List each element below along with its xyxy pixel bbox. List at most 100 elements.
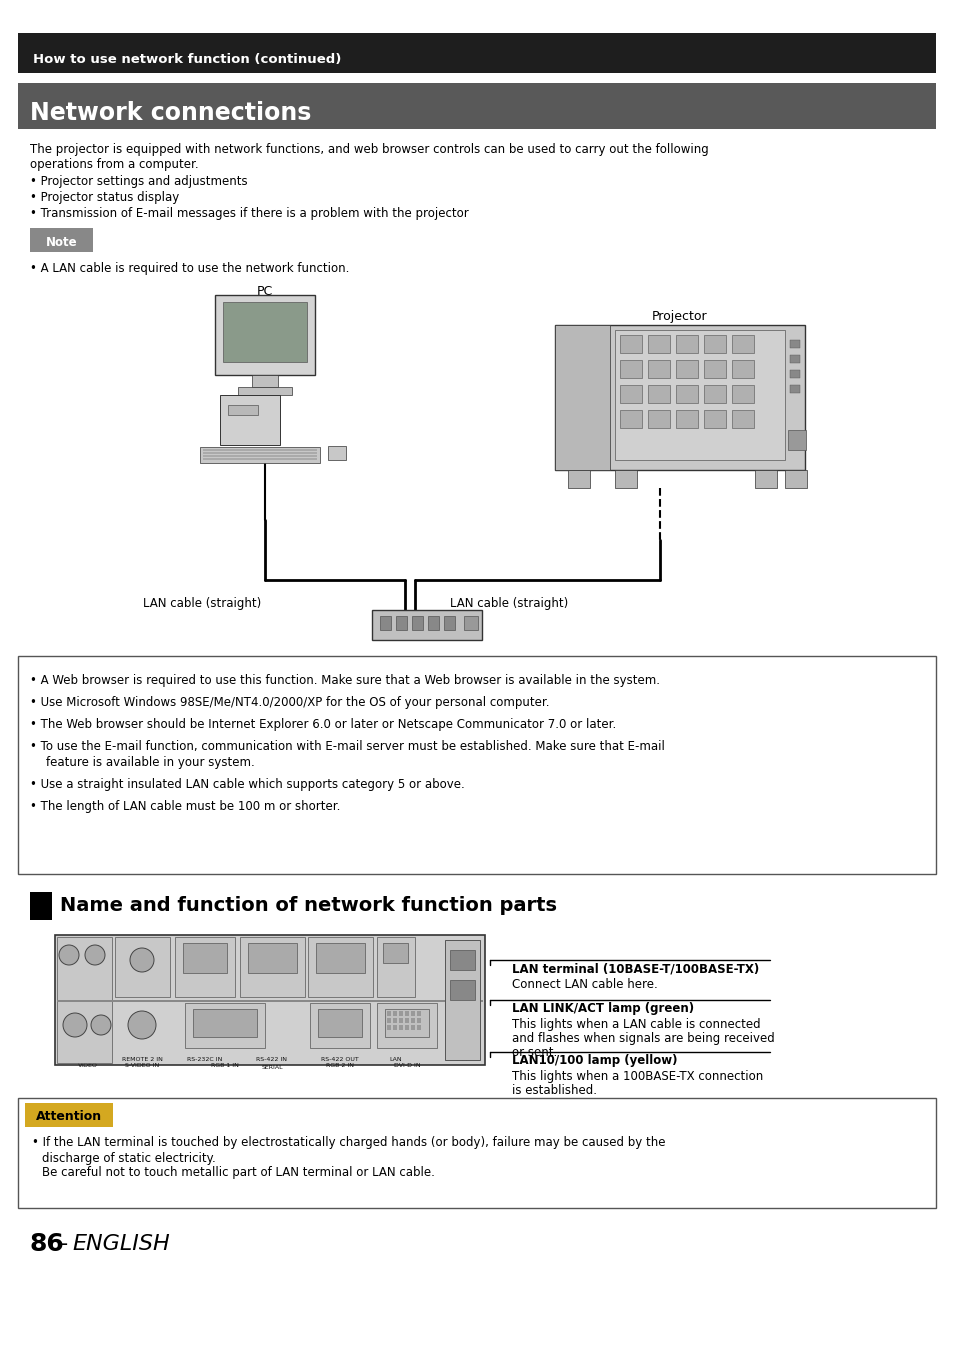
- Bar: [789, 340, 800, 348]
- Bar: [676, 335, 698, 352]
- Text: This lights when a LAN cable is connected: This lights when a LAN cable is connecte…: [512, 1018, 760, 1031]
- Text: or sent.: or sent.: [512, 1046, 557, 1058]
- Text: –: –: [57, 1234, 75, 1254]
- Bar: [619, 360, 641, 378]
- Bar: [754, 470, 776, 487]
- Bar: [240, 937, 305, 998]
- Text: SERIAL: SERIAL: [261, 1065, 282, 1071]
- Text: is established.: is established.: [512, 1084, 597, 1098]
- Bar: [398, 1025, 402, 1030]
- Bar: [703, 385, 725, 404]
- Bar: [463, 616, 477, 630]
- Bar: [731, 385, 753, 404]
- Text: • A Web browser is required to use this function. Make sure that a Web browser i: • A Web browser is required to use this …: [30, 674, 659, 687]
- Text: operations from a computer.: operations from a computer.: [30, 158, 198, 171]
- Bar: [411, 1018, 415, 1023]
- Bar: [411, 1011, 415, 1017]
- Bar: [619, 385, 641, 404]
- Bar: [248, 944, 296, 973]
- Bar: [676, 385, 698, 404]
- Text: S-VIDEO IN: S-VIDEO IN: [125, 1062, 159, 1068]
- Bar: [203, 455, 316, 458]
- Bar: [731, 410, 753, 428]
- Circle shape: [85, 945, 105, 965]
- Text: • The length of LAN cable must be 100 m or shorter.: • The length of LAN cable must be 100 m …: [30, 801, 340, 813]
- Bar: [252, 375, 277, 387]
- Text: LAN cable (straight): LAN cable (straight): [450, 597, 568, 610]
- Bar: [183, 944, 227, 973]
- Bar: [220, 396, 280, 446]
- Bar: [789, 355, 800, 363]
- Bar: [443, 616, 455, 630]
- Text: Note: Note: [46, 236, 78, 250]
- Bar: [444, 940, 479, 1060]
- Bar: [387, 1025, 391, 1030]
- Bar: [372, 610, 481, 640]
- Text: IN: IN: [66, 967, 72, 972]
- Text: • A LAN cable is required to use the network function.: • A LAN cable is required to use the net…: [30, 262, 349, 275]
- Circle shape: [91, 1015, 111, 1035]
- Text: • Projector status display: • Projector status display: [30, 190, 179, 204]
- Text: LAN terminal (10BASE-T/100BASE-TX): LAN terminal (10BASE-T/100BASE-TX): [512, 963, 759, 975]
- Bar: [416, 1025, 420, 1030]
- Text: LAN: LAN: [389, 1057, 402, 1062]
- Text: VD: VD: [240, 1030, 247, 1035]
- Text: G/Y: G/Y: [234, 1012, 243, 1018]
- Bar: [376, 1003, 436, 1048]
- Bar: [203, 452, 316, 454]
- Text: RGB 1 IN: RGB 1 IN: [211, 1062, 238, 1068]
- Bar: [787, 431, 805, 450]
- Bar: [416, 1018, 420, 1023]
- Bar: [647, 385, 669, 404]
- Bar: [30, 892, 52, 919]
- Text: 86: 86: [30, 1233, 65, 1256]
- Bar: [647, 410, 669, 428]
- Text: RS-422 IN: RS-422 IN: [256, 1057, 287, 1062]
- Bar: [619, 335, 641, 352]
- Text: RGB 2 IN: RGB 2 IN: [326, 1062, 354, 1068]
- Text: • Projector settings and adjustments: • Projector settings and adjustments: [30, 176, 248, 188]
- Bar: [789, 385, 800, 393]
- Bar: [30, 228, 92, 252]
- Bar: [18, 32, 935, 73]
- Bar: [174, 937, 234, 998]
- Bar: [200, 447, 319, 463]
- Bar: [647, 335, 669, 352]
- Bar: [703, 360, 725, 378]
- Bar: [214, 296, 314, 375]
- Text: Name and function of network function parts: Name and function of network function pa…: [60, 896, 557, 915]
- Text: feature is available in your system.: feature is available in your system.: [46, 756, 254, 770]
- Text: B/Pb: B/Pb: [247, 1012, 257, 1018]
- Bar: [703, 335, 725, 352]
- Bar: [203, 458, 316, 460]
- Bar: [387, 1018, 391, 1023]
- Bar: [185, 1003, 265, 1048]
- Bar: [731, 335, 753, 352]
- Text: and flashes when signals are being received: and flashes when signals are being recei…: [512, 1031, 774, 1045]
- Text: This lights when a 100BASE-TX connection: This lights when a 100BASE-TX connection: [512, 1071, 762, 1083]
- Text: OUT: OUT: [95, 1041, 107, 1046]
- Text: LAN cable (straight): LAN cable (straight): [143, 597, 261, 610]
- Text: • If the LAN terminal is touched by electrostatically charged hands (or body), f: • If the LAN terminal is touched by elec…: [32, 1135, 665, 1149]
- Bar: [57, 937, 112, 1062]
- Text: Projector: Projector: [652, 310, 707, 323]
- Bar: [555, 325, 804, 470]
- Bar: [412, 616, 422, 630]
- Bar: [647, 360, 669, 378]
- Bar: [411, 1025, 415, 1030]
- Bar: [398, 1011, 402, 1017]
- Text: LAN10/100 lamp (yellow): LAN10/100 lamp (yellow): [512, 1054, 677, 1067]
- Circle shape: [130, 948, 153, 972]
- Bar: [395, 616, 407, 630]
- Text: REMOTE 2 IN: REMOTE 2 IN: [121, 1057, 162, 1062]
- Bar: [237, 387, 292, 396]
- Text: LAN LINK/ACT lamp (green): LAN LINK/ACT lamp (green): [512, 1002, 694, 1015]
- Bar: [379, 616, 391, 630]
- Bar: [405, 1018, 409, 1023]
- Bar: [731, 360, 753, 378]
- Bar: [784, 470, 806, 487]
- Bar: [676, 360, 698, 378]
- Bar: [18, 656, 935, 873]
- Bar: [393, 1018, 396, 1023]
- Text: Attention: Attention: [36, 1110, 102, 1122]
